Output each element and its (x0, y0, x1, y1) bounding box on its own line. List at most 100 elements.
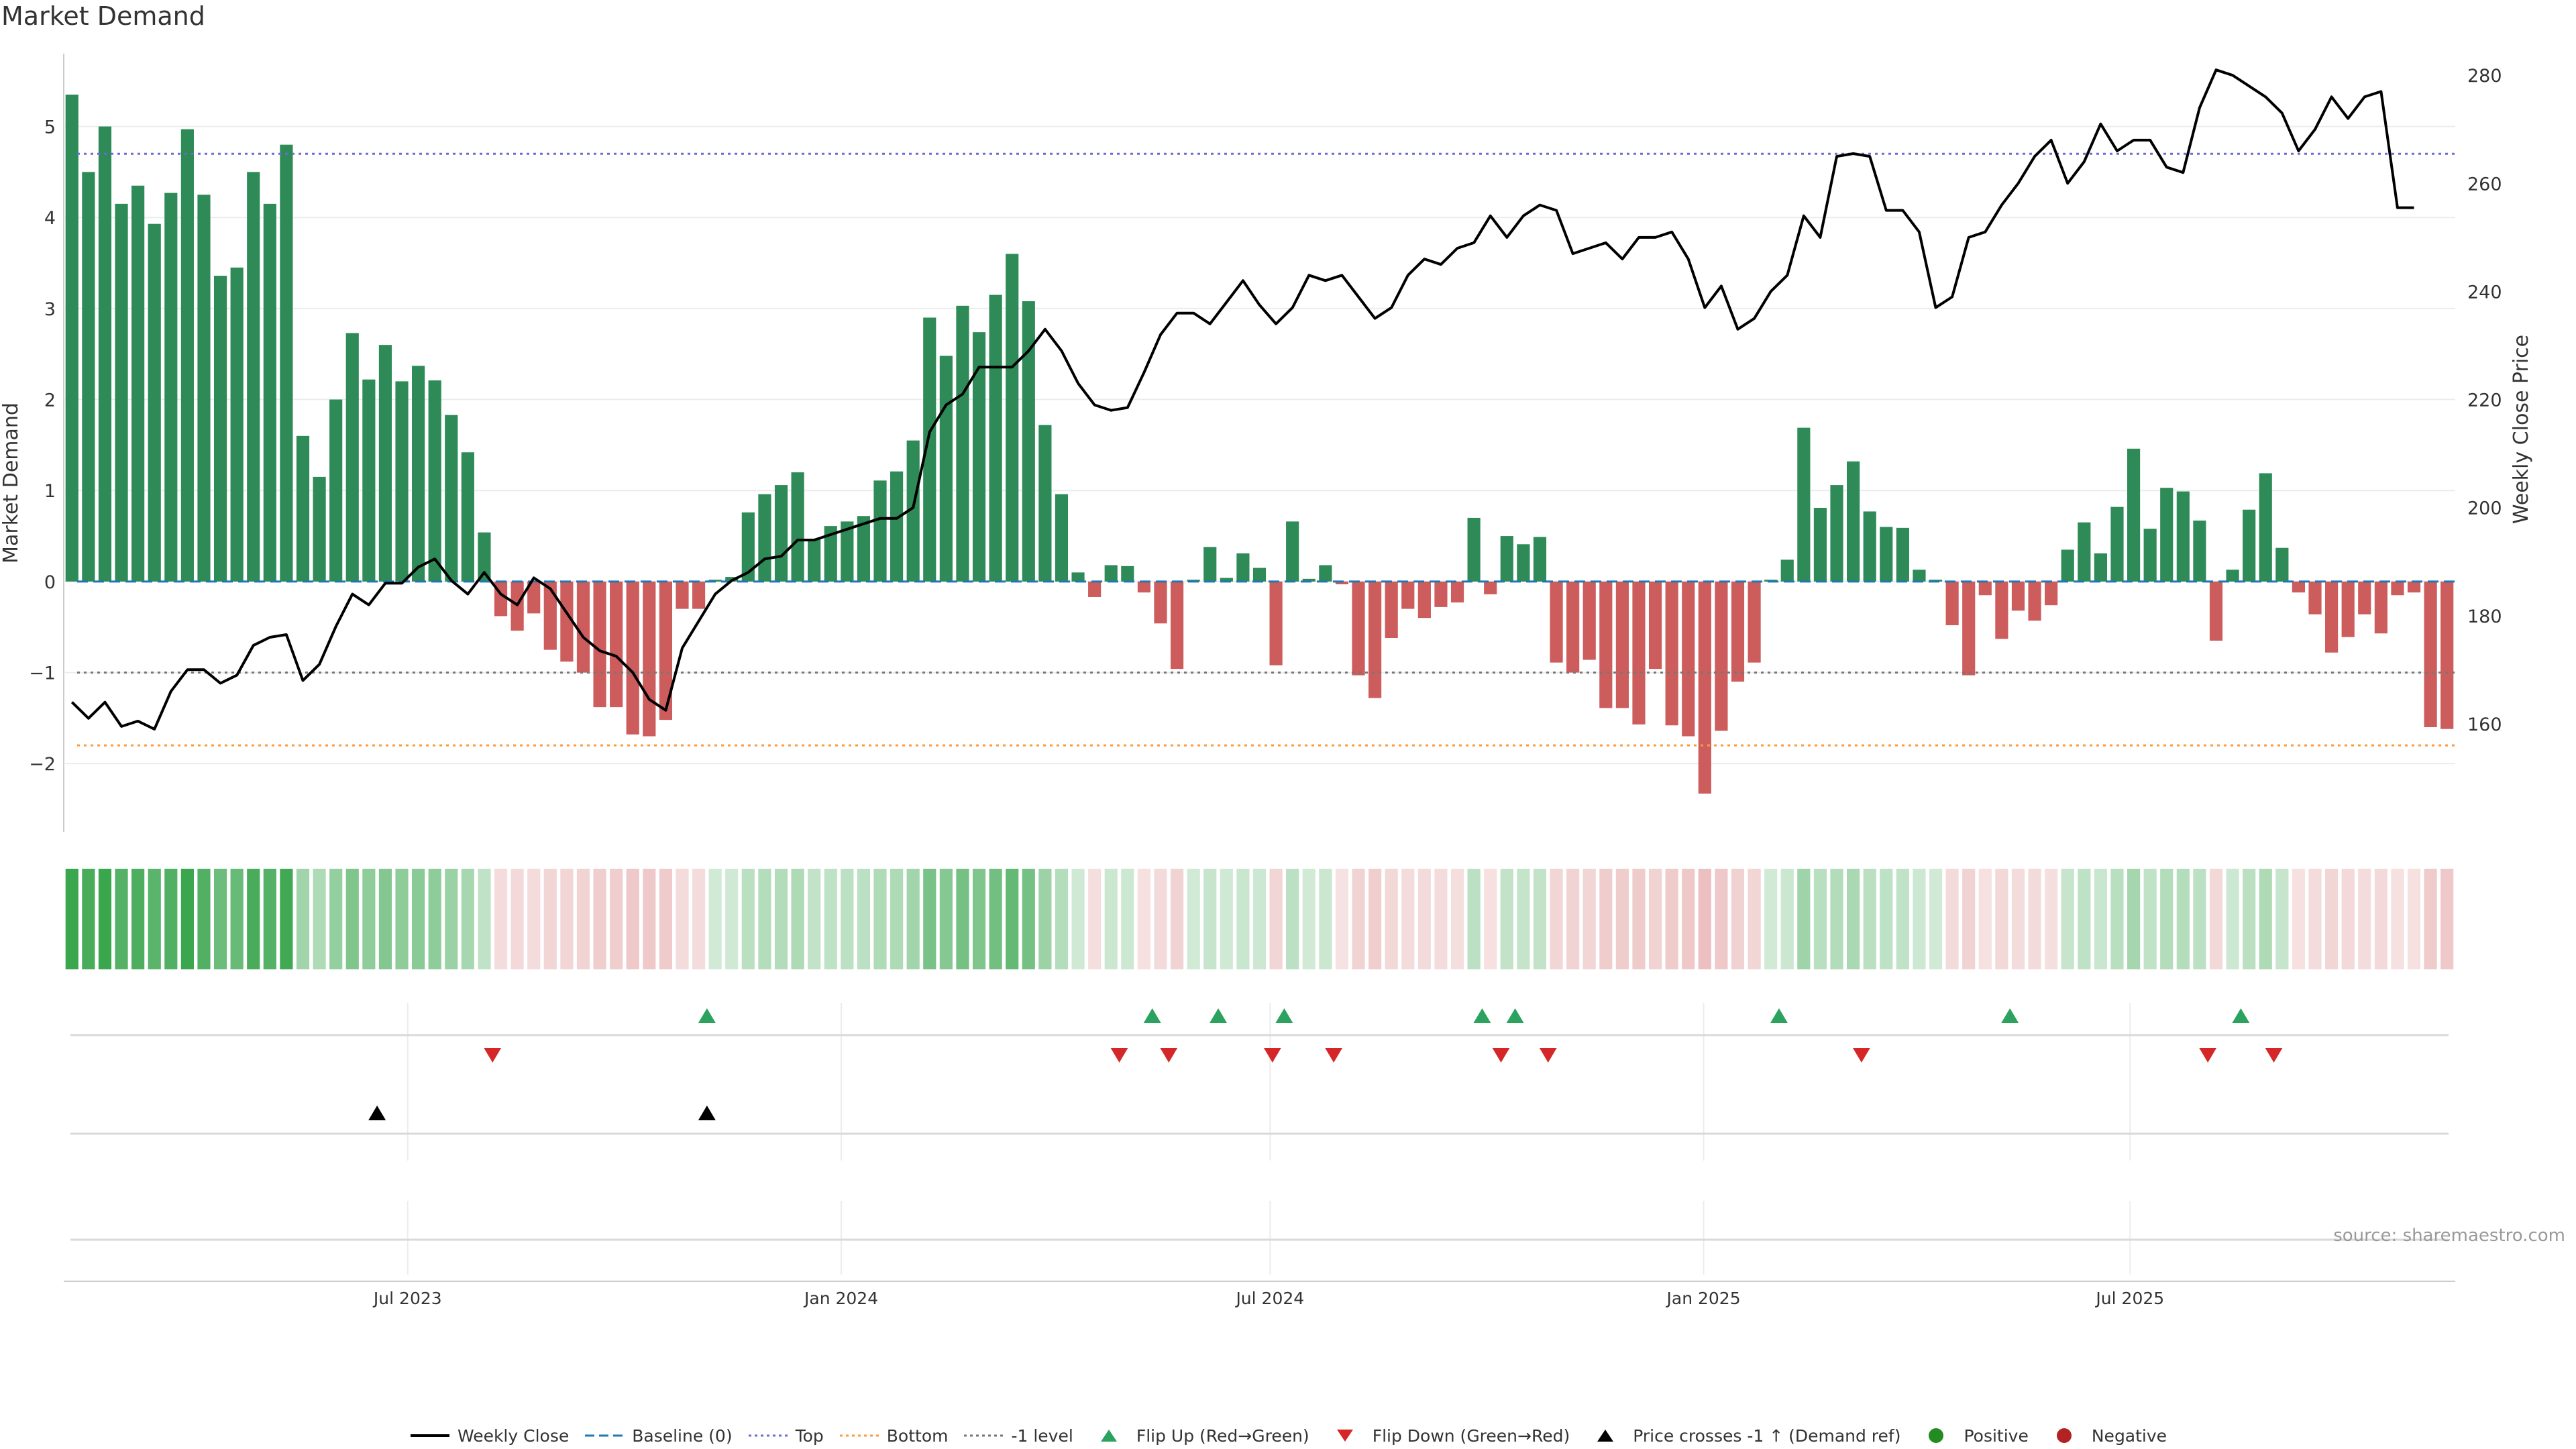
legend-item: Positive (1915, 1426, 2029, 1446)
demand-bar (1880, 527, 1893, 582)
demand-bar (2028, 581, 2041, 621)
demand-bar (428, 380, 441, 582)
heat-cell (1566, 869, 1580, 969)
demand-bar (643, 581, 656, 737)
heat-cell (1780, 869, 1794, 969)
heat-cell (1302, 869, 1316, 969)
demand-bar (1896, 527, 1909, 582)
legend-label: Negative (2091, 1426, 2167, 1446)
demand-bar (774, 485, 788, 582)
demand-bar (791, 472, 804, 582)
heat-cell (494, 869, 508, 969)
legend-item: Bottom (839, 1426, 948, 1446)
demand-bar (1154, 581, 1167, 624)
heat-cell (511, 869, 524, 969)
demand-bar (1319, 565, 1332, 582)
flip-down-marker (1110, 1048, 1128, 1063)
flip-up-marker (1473, 1008, 1491, 1023)
demand-bar (610, 581, 623, 708)
heat-cell (2292, 869, 2306, 969)
demand-bar (1236, 553, 1250, 582)
legend-label: -1 level (1011, 1426, 1073, 1446)
demand-bar (1517, 544, 1530, 582)
flip-down-marker (1492, 1048, 1510, 1063)
heat-cell (1929, 869, 1943, 969)
x-tick-label: Jul 2024 (1234, 1289, 1304, 1308)
legend-label: Top (795, 1426, 824, 1446)
price-cross-marker (698, 1106, 716, 1120)
heat-cell (643, 869, 656, 969)
heat-cell (263, 869, 276, 969)
heat-cell (1500, 869, 1513, 969)
demand-bar (2011, 581, 2025, 611)
heat-cell (1154, 869, 1167, 969)
demand-bar (280, 144, 293, 582)
demand-bar (1847, 461, 1860, 582)
demand-bar (939, 356, 953, 582)
heat-cell (1022, 869, 1035, 969)
heat-cell (1055, 869, 1069, 969)
demand-bar (1962, 581, 1976, 676)
y-tick-label: 3 (44, 299, 56, 320)
demand-bar (1780, 559, 1794, 582)
legend-symbol (1336, 1430, 1353, 1442)
heat-cell (1764, 869, 1778, 969)
heat-cell (197, 869, 211, 969)
flip-down-marker (1263, 1048, 1281, 1063)
heat-cell (791, 869, 804, 969)
legend-symbol (410, 1434, 449, 1437)
demand-bar (1913, 570, 1926, 582)
heat-cell (543, 869, 557, 969)
demand-bar (527, 581, 541, 614)
legend-label: Flip Up (Red→Green) (1136, 1426, 1309, 1446)
heat-cell (1847, 869, 1860, 969)
heat-cell (1252, 869, 1267, 969)
heat-cell (1533, 869, 1547, 969)
flip-down-marker (1325, 1048, 1343, 1063)
heat-cell (1698, 869, 1711, 969)
heat-cell (1682, 869, 1695, 969)
chart-title: Market Demand (1, 1, 205, 31)
demand-bar (1352, 581, 1365, 676)
demand-bar (1450, 581, 1464, 603)
demand-bar (1533, 537, 1547, 582)
heat-cell (2127, 869, 2141, 969)
heat-cell (2160, 869, 2174, 969)
demand-bar (412, 366, 425, 582)
demand-bar (2292, 581, 2306, 593)
y2-tick-label: 240 (2467, 282, 2502, 303)
demand-bar (1500, 536, 1513, 582)
heat-cell (2424, 869, 2437, 969)
heat-cell (1335, 869, 1349, 969)
heat-cell (1401, 869, 1415, 969)
demand-bar (923, 317, 936, 582)
heat-cell (808, 869, 821, 969)
heat-cell (1484, 869, 1497, 969)
demand-bar (2243, 509, 2256, 582)
flip-up-marker (2232, 1008, 2250, 1023)
demand-bar (2176, 491, 2190, 582)
demand-bar (115, 203, 128, 582)
heat-cell (758, 869, 771, 969)
heat-cell (1962, 869, 1976, 969)
demand-bar (2424, 581, 2437, 727)
heat-cell (2209, 869, 2223, 969)
x-tick-label: Jan 2025 (1666, 1289, 1741, 1308)
demand-bar (362, 379, 376, 582)
legend-item: Top (747, 1426, 824, 1446)
heat-cell (1615, 869, 1629, 969)
flip-up-marker (1275, 1008, 1293, 1023)
legend-label: Positive (1964, 1426, 2029, 1446)
flip-down-marker (1160, 1048, 1178, 1063)
demand-bar (313, 476, 326, 582)
demand-bar (263, 203, 276, 582)
demand-bar (1648, 581, 1662, 669)
demand-bar (2358, 581, 2371, 614)
demand-bar (1715, 581, 1728, 731)
demand-bar (1830, 485, 1843, 582)
demand-bar (1121, 566, 1134, 582)
demand-bar (148, 223, 161, 582)
demand-bar (1385, 581, 1398, 639)
demand-bar (1632, 581, 1646, 724)
heat-cell (1385, 869, 1398, 969)
